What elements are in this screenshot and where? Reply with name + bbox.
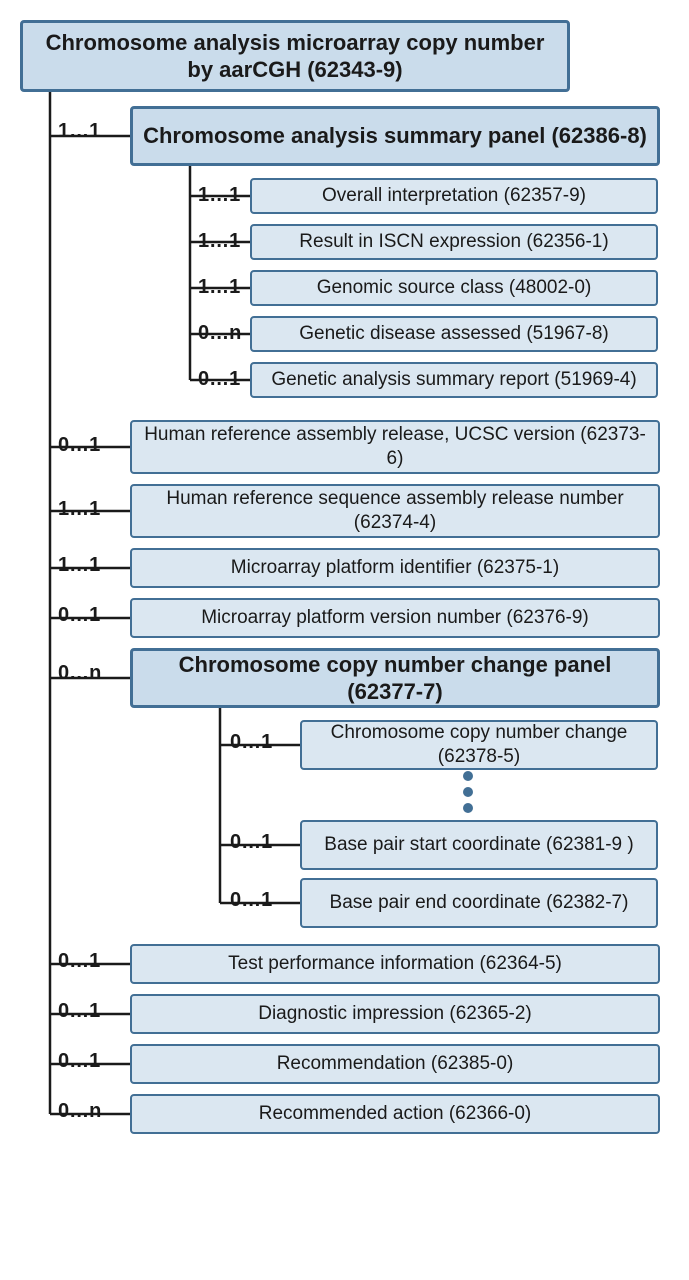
- card-copy-child-0: 0…1: [230, 731, 272, 754]
- card-middle-leaf-2: 1…1: [58, 554, 100, 577]
- card-copy-child-2: 0…1: [230, 889, 272, 912]
- card-middle-leaf-0: 0…1: [58, 434, 100, 457]
- card-summary-panel: 1…1: [58, 120, 100, 143]
- summary-panel: Chromosome analysis summary panel (62386…: [130, 106, 660, 166]
- middle-leaf-0: Human reference assembly release, UCSC v…: [130, 420, 660, 474]
- copy-panel: Chromosome copy number change panel (623…: [130, 648, 660, 708]
- card-middle-leaf-1: 1…1: [58, 498, 100, 521]
- card-copy-panel: 0…n: [58, 662, 101, 685]
- middle-leaf-2: Microarray platform identifier (62375-1): [130, 548, 660, 588]
- card-bottom-leaf-0: 0…1: [58, 950, 100, 973]
- summary-child-2: Genomic source class (48002-0): [250, 270, 658, 306]
- middle-leaf-1: Human reference sequence assembly releas…: [130, 484, 660, 538]
- bottom-leaf-1: Diagnostic impression (62365-2): [130, 994, 660, 1034]
- copy-child-1: Base pair start coordinate (62381-9 ): [300, 820, 658, 870]
- card-bottom-leaf-2: 0…1: [58, 1050, 100, 1073]
- summary-child-4: Genetic analysis summary report (51969-4…: [250, 362, 658, 398]
- bottom-leaf-2: Recommendation (62385-0): [130, 1044, 660, 1084]
- summary-child-3: Genetic disease assessed (51967-8): [250, 316, 658, 352]
- card-summary-child-4: 0…1: [198, 368, 240, 391]
- card-summary-child-1: 1…1: [198, 230, 240, 253]
- summary-child-1: Result in ISCN expression (62356-1): [250, 224, 658, 260]
- card-bottom-leaf-1: 0…1: [58, 1000, 100, 1023]
- card-bottom-leaf-3: 0…n: [58, 1100, 101, 1123]
- root-panel: Chromosome analysis microarray copy numb…: [20, 20, 570, 92]
- card-summary-child-0: 1…1: [198, 184, 240, 207]
- bottom-leaf-3: Recommended action (62366-0): [130, 1094, 660, 1134]
- copy-child-0: Chromosome copy number change (62378-5): [300, 720, 658, 770]
- copy-child-2: Base pair end coordinate (62382-7): [300, 878, 658, 928]
- card-summary-child-3: 0…n: [198, 322, 241, 345]
- card-middle-leaf-3: 0…1: [58, 604, 100, 627]
- middle-leaf-3: Microarray platform version number (6237…: [130, 598, 660, 638]
- card-copy-child-1: 0…1: [230, 831, 272, 854]
- card-summary-child-2: 1…1: [198, 276, 240, 299]
- summary-child-0: Overall interpretation (62357-9): [250, 178, 658, 214]
- bottom-leaf-0: Test performance information (62364-5): [130, 944, 660, 984]
